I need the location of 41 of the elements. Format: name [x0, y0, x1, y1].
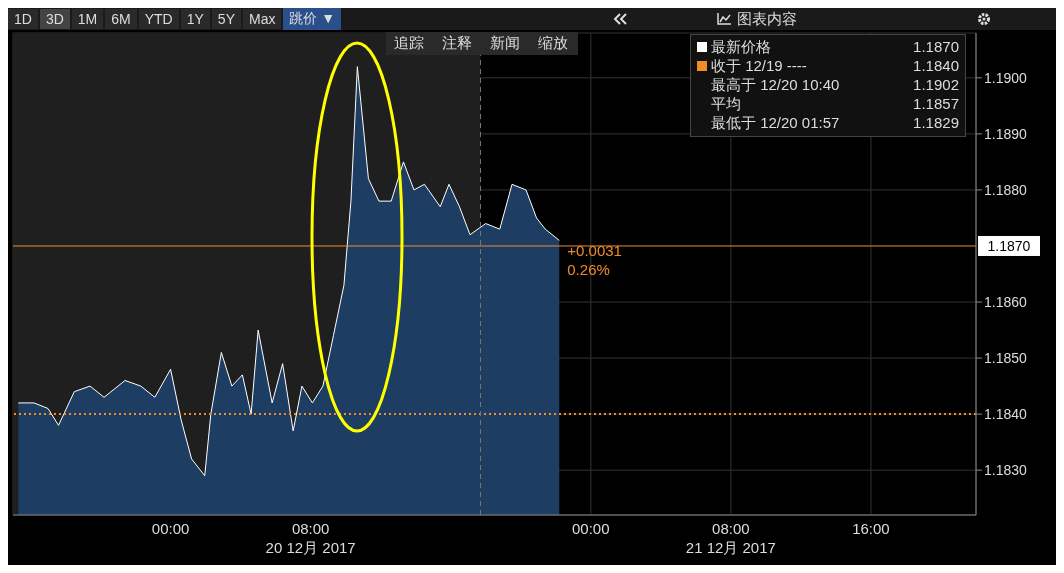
text: 6M — [105, 9, 137, 29]
annotation: 收于 12/19 ---- — [710, 57, 807, 76]
y-tick-label: 1.1880 — [984, 181, 1028, 198]
annotation: 1.1829 — [913, 114, 959, 133]
text: 1M — [71, 9, 104, 29]
text: 3D — [39, 9, 70, 29]
x-tick-label: 16:00 — [852, 519, 890, 537]
annotation: 平均 — [710, 95, 741, 114]
text: Max — [242, 9, 282, 29]
x-tick-label: 00:00 — [572, 519, 610, 537]
text: 图表内容 — [737, 9, 798, 29]
annotation: 1.1857 — [913, 95, 959, 114]
annotation: 新闻 — [482, 32, 528, 55]
x-tick-label: 08:00 — [712, 519, 750, 537]
y-tick-label: 1.1850 — [984, 350, 1028, 367]
text: 1D — [8, 9, 38, 29]
annotation: 最高于 12/20 10:40 — [710, 76, 840, 95]
y-tick-label: 1.1860 — [984, 293, 1028, 310]
text: 20 12月 2017 — [264, 539, 357, 558]
annotation: 最低于 12/20 01:57 — [710, 114, 840, 133]
annotation: 追踪 — [386, 32, 432, 55]
annotation: 1.1840 — [913, 57, 959, 76]
text: 跳价 ▼ — [283, 8, 342, 30]
text: 5Y — [211, 9, 241, 29]
annotation: 1.1902 — [913, 76, 959, 95]
y-tick-label: 1.1840 — [984, 406, 1028, 423]
annotation: +0.0031 — [567, 242, 622, 260]
annotation: 1.1870 — [913, 38, 959, 57]
annotation: 缩放 — [530, 32, 576, 55]
text: 1Y — [180, 9, 210, 29]
y-tick-label: 1.1830 — [984, 462, 1028, 479]
legend-label: 最新价格 — [710, 38, 771, 57]
ref-line-label: 1.1870 — [987, 237, 1031, 254]
x-tick-label: 08:00 — [291, 519, 330, 537]
y-tick-label: 1.1900 — [984, 69, 1028, 86]
annotation: 注释 — [434, 32, 480, 55]
x-tick-label: 00:00 — [151, 519, 190, 537]
annotation: 0.26% — [567, 261, 610, 279]
y-tick-label: 1.1890 — [984, 125, 1028, 142]
text: YTD — [138, 9, 179, 29]
text: 21 12月 2017 — [684, 539, 777, 558]
